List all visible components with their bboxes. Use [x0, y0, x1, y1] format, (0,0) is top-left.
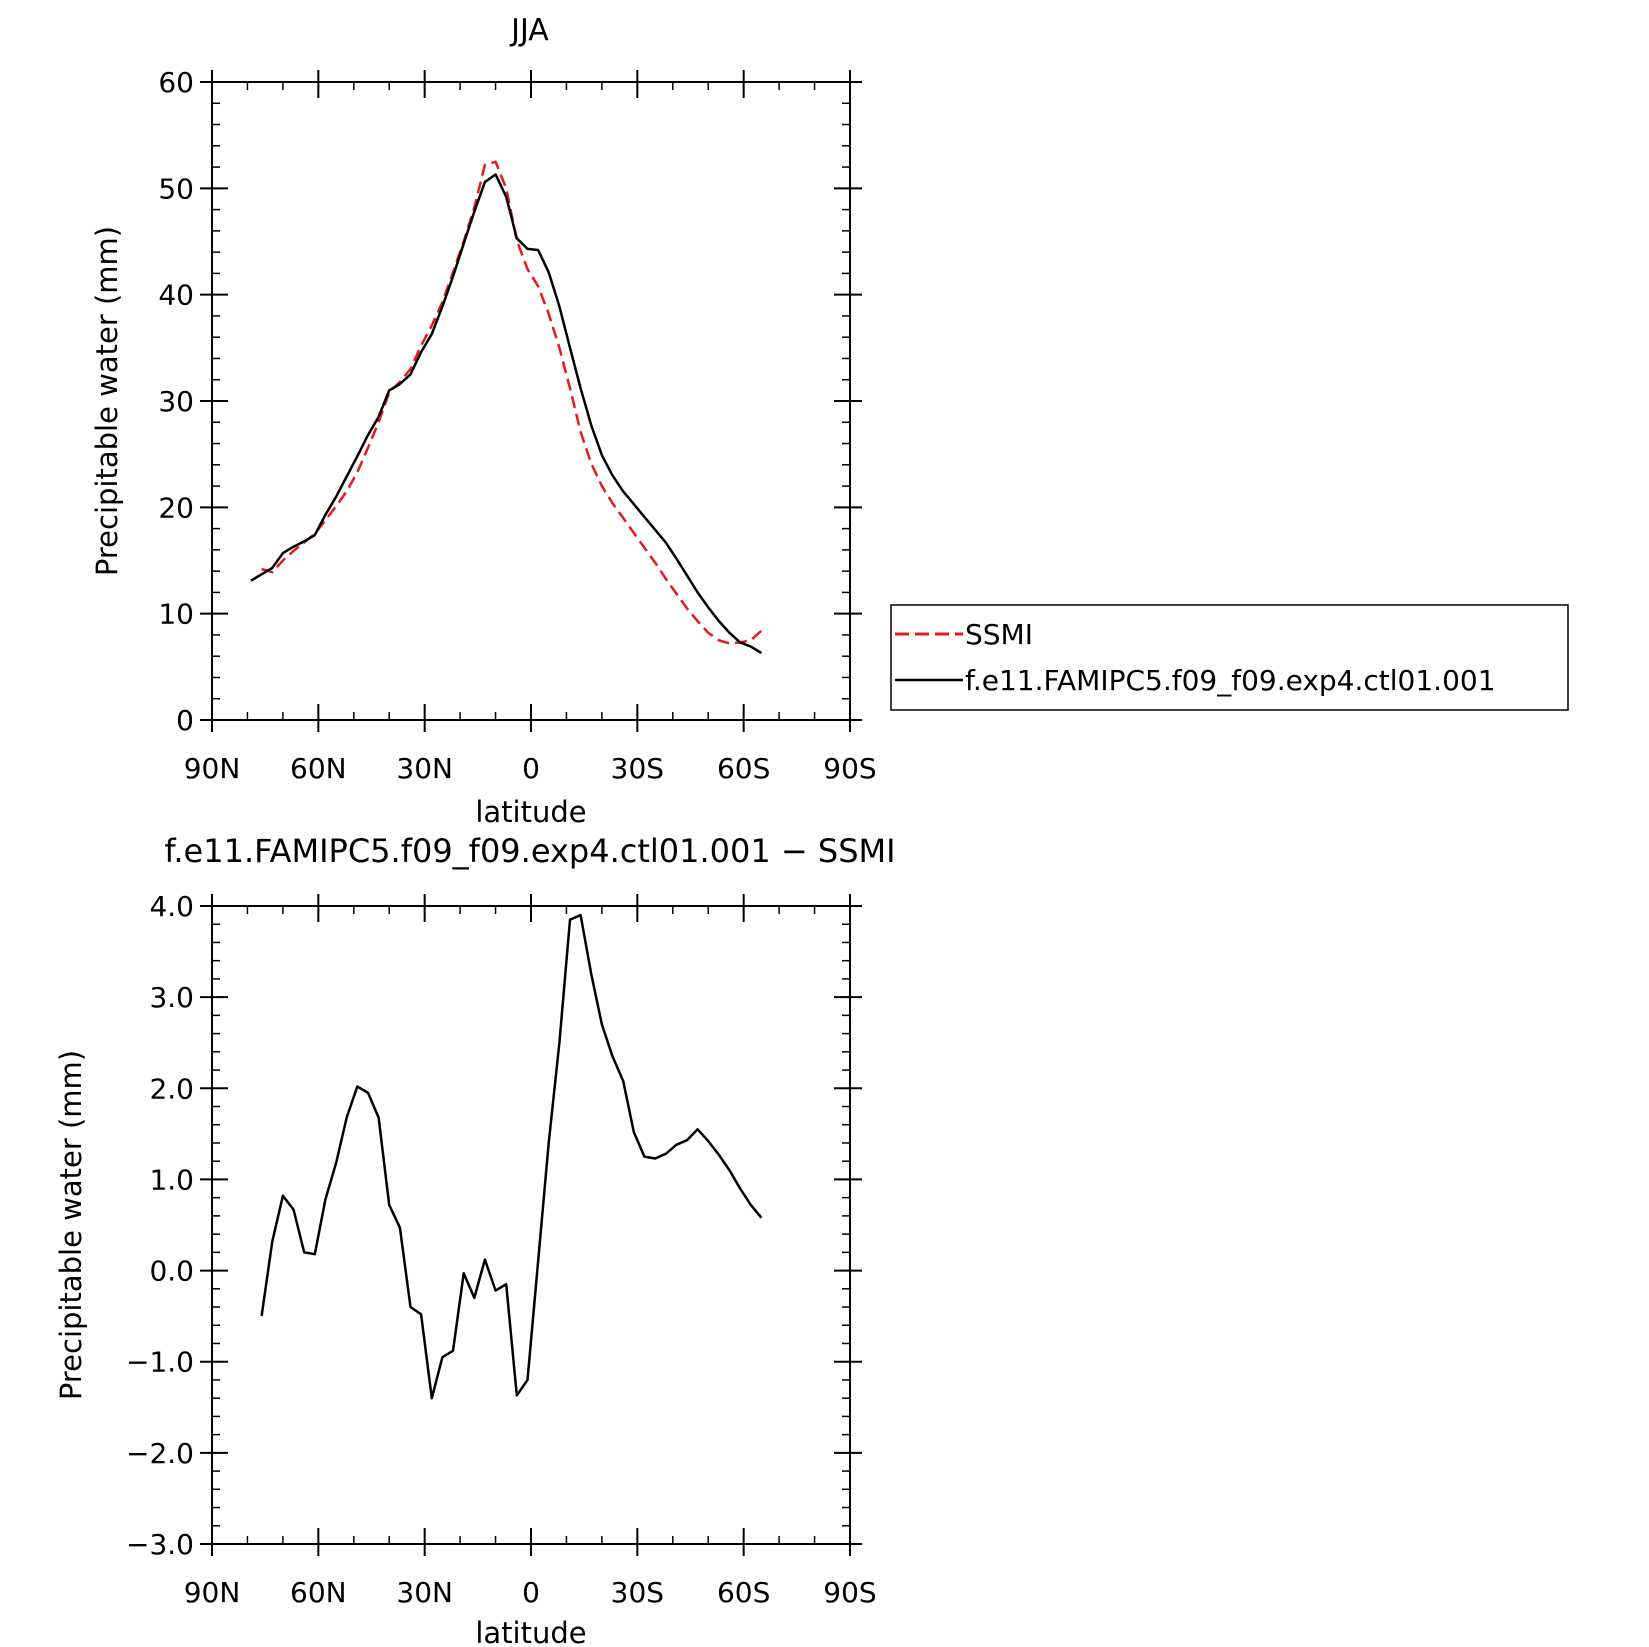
top-chart-title: JJA: [509, 13, 549, 48]
top-chart-series-line-1: [250, 173, 763, 655]
top-chart-x-tick-label: 90N: [184, 752, 241, 785]
bottom-chart-y-tick-label: −2.0: [126, 1437, 194, 1470]
top-chart-y-tick-label: 40: [158, 279, 194, 312]
bottom-chart-y-tick-label: 1.0: [149, 1163, 194, 1196]
bottom-chart-axes: 90N 60N 30N 0 30S 60S 90S −3.0 −2.0 −1.0 0.0 1.0 2.0…: [126, 890, 877, 1609]
bottom-chart-x-tick-label: 30S: [611, 1576, 664, 1609]
bottom-chart-x-tick-label: 90N: [184, 1576, 241, 1609]
top-chart-x-tick-label: 60N: [290, 752, 347, 785]
bottom-chart-y-tick-label: 2.0: [149, 1072, 194, 1105]
bottom-chart-series-line-0: [260, 913, 763, 1400]
top-chart-y-tick-label: 60: [158, 66, 194, 99]
legend-box: [890, 604, 1569, 711]
legend: SSMI f.e11.FAMIPC5.f09_f09.exp4.ctl01.00…: [890, 604, 1569, 711]
bottom-chart-y-tick-label: −1.0: [126, 1346, 194, 1379]
top-chart-y-tick-label: 20: [158, 491, 194, 524]
top-chart-x-tick-label: 30N: [396, 752, 453, 785]
top-chart-y-tick-label: 0: [176, 704, 194, 737]
bottom-chart-y-axis-label: Precipitable water (mm): [54, 1050, 88, 1400]
top-chart-y-tick-label: 50: [158, 172, 194, 205]
top-chart-axes: 90N 60N 30N 0 30S 60S 90S 0 10 20 30 40 50 60: [158, 66, 876, 785]
legend-label-model: f.e11.FAMIPC5.f09_f09.exp4.ctl01.001: [965, 664, 1496, 697]
bottom-chart-plot-frame: [211, 905, 851, 1545]
bottom-chart-y-tick-label: 3.0: [149, 981, 194, 1014]
top-chart-plot-frame: [211, 81, 851, 721]
bottom-chart-y-tick-label: 0.0: [149, 1255, 194, 1288]
bottom-chart-y-tick-label: 4.0: [149, 890, 194, 923]
bottom-chart-y-tick-label: −3.0: [126, 1528, 194, 1561]
top-chart-y-axis-label: Precipitable water (mm): [90, 226, 124, 576]
bottom-chart-x-tick-label: 90S: [823, 1576, 876, 1609]
bottom-chart-x-tick-label: 60S: [717, 1576, 770, 1609]
bottom-chart: f.e11.FAMIPC5.f09_f09.exp4.ctl01.001 − S…: [54, 832, 896, 1647]
bottom-chart-x-tick-label: 0: [522, 1576, 540, 1609]
bottom-chart-x-tick-label: 30N: [396, 1576, 453, 1609]
top-chart-series: [250, 160, 763, 655]
bottom-chart-x-axis-label: latitude: [475, 1616, 586, 1647]
top-chart: JJA 90N 60N 30N 0 30S 60S 90S 0 10 20 30 40 50 60 lat…: [90, 13, 1569, 829]
top-chart-x-tick-label: 60S: [717, 752, 770, 785]
top-chart-x-tick-label: 90S: [823, 752, 876, 785]
bottom-chart-x-tick-label: 60N: [290, 1576, 347, 1609]
bottom-chart-series: [260, 913, 763, 1400]
legend-label-ssmi: SSMI: [965, 618, 1033, 651]
top-chart-x-tick-label: 0: [522, 752, 540, 785]
top-chart-x-tick-label: 30S: [611, 752, 664, 785]
bottom-chart-minor-ticks: [211, 905, 851, 1545]
top-chart-minor-ticks: [211, 81, 851, 721]
top-chart-y-tick-label: 30: [158, 385, 194, 418]
top-chart-x-axis-label: latitude: [475, 795, 586, 829]
top-chart-series-line-0: [261, 160, 763, 645]
top-chart-y-tick-label: 10: [158, 598, 194, 631]
bottom-chart-title: f.e11.FAMIPC5.f09_f09.exp4.ctl01.001 − S…: [164, 832, 895, 870]
